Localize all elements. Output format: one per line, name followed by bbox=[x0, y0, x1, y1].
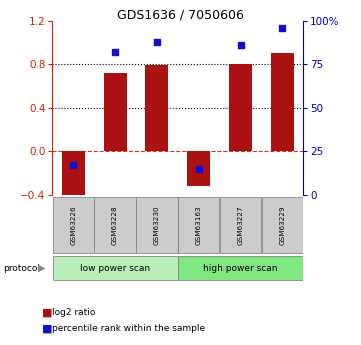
Point bbox=[154, 39, 160, 45]
Text: GSM63227: GSM63227 bbox=[238, 205, 244, 245]
FancyBboxPatch shape bbox=[136, 197, 178, 253]
Text: protocol: protocol bbox=[4, 264, 40, 273]
Text: high power scan: high power scan bbox=[203, 264, 278, 273]
Bar bbox=[271, 53, 294, 151]
Point bbox=[238, 42, 243, 48]
Point bbox=[112, 49, 118, 55]
FancyBboxPatch shape bbox=[262, 197, 303, 253]
Text: GDS1636 / 7050606: GDS1636 / 7050606 bbox=[117, 9, 244, 22]
Text: GSM63163: GSM63163 bbox=[196, 205, 202, 245]
Bar bbox=[145, 65, 168, 151]
Bar bbox=[187, 151, 210, 186]
Text: GSM63226: GSM63226 bbox=[70, 205, 76, 245]
FancyBboxPatch shape bbox=[178, 256, 303, 280]
Point bbox=[279, 25, 285, 30]
Text: percentile rank within the sample: percentile rank within the sample bbox=[52, 324, 205, 333]
Point bbox=[70, 162, 76, 168]
Bar bbox=[104, 73, 127, 151]
Bar bbox=[229, 64, 252, 151]
Text: ■: ■ bbox=[42, 307, 52, 317]
FancyBboxPatch shape bbox=[220, 197, 261, 253]
Text: GSM63229: GSM63229 bbox=[279, 205, 285, 245]
Text: GSM63230: GSM63230 bbox=[154, 205, 160, 245]
Text: GSM63228: GSM63228 bbox=[112, 205, 118, 245]
FancyBboxPatch shape bbox=[178, 197, 219, 253]
Bar bbox=[62, 151, 85, 198]
FancyBboxPatch shape bbox=[53, 256, 178, 280]
Text: ▶: ▶ bbox=[38, 263, 45, 273]
Text: log2 ratio: log2 ratio bbox=[52, 308, 96, 317]
Text: ■: ■ bbox=[42, 324, 52, 333]
Point bbox=[196, 166, 201, 171]
FancyBboxPatch shape bbox=[53, 197, 94, 253]
FancyBboxPatch shape bbox=[94, 197, 136, 253]
Text: low power scan: low power scan bbox=[80, 264, 150, 273]
